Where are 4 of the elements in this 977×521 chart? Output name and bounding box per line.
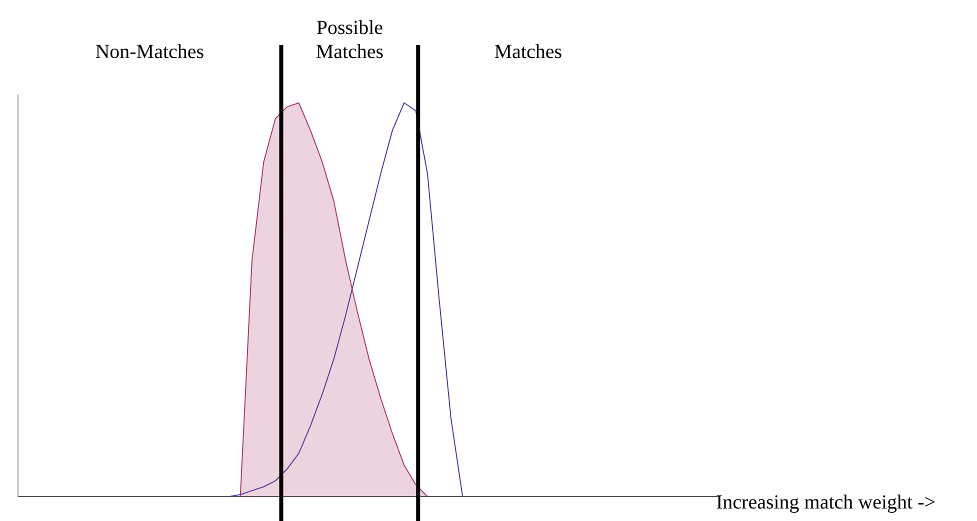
text: Matches	[494, 41, 562, 63]
x-axis-title: Increasing match weight ->	[716, 491, 936, 514]
text: Non-Matches	[95, 41, 204, 63]
text: Possible Matches	[316, 17, 384, 63]
